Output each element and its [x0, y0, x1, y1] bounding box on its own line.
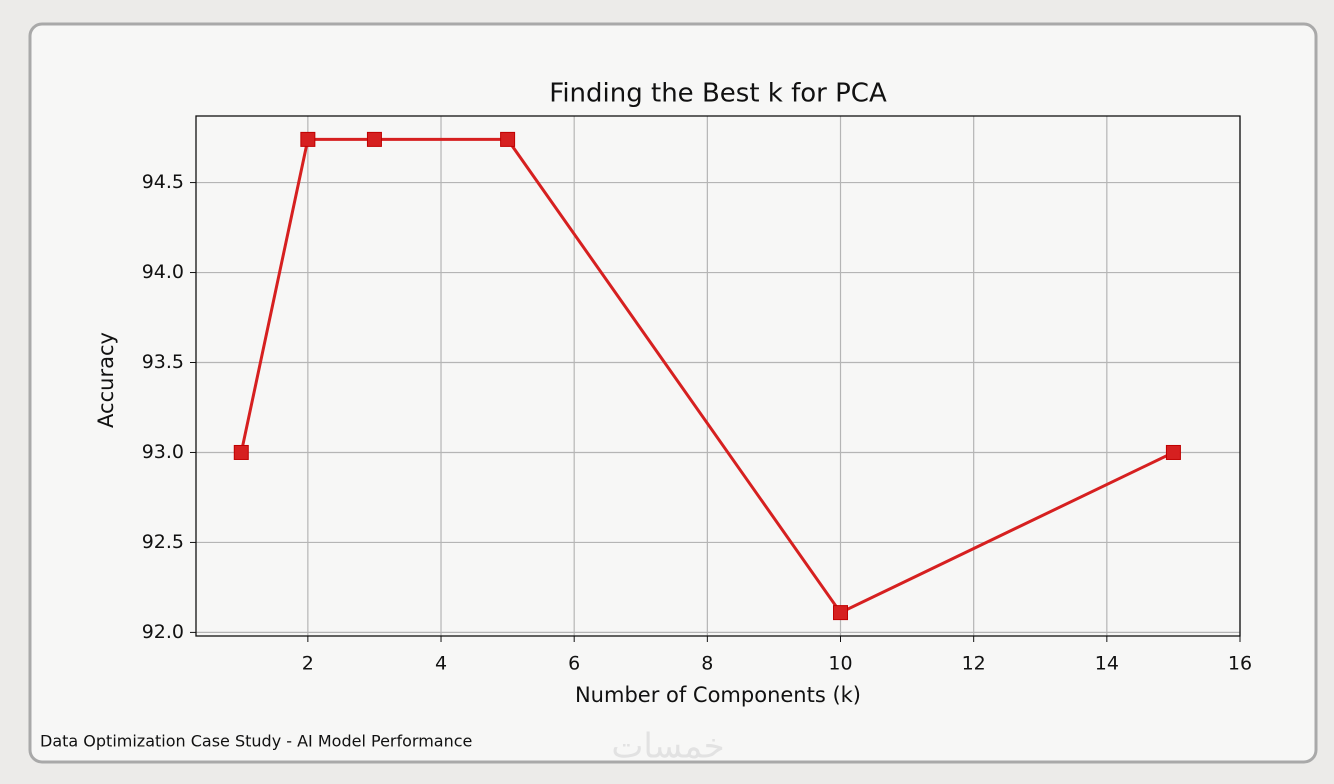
x-tick-label: 4: [435, 653, 447, 675]
x-tick-label: 16: [1228, 653, 1252, 675]
x-tick-label: 14: [1095, 653, 1119, 675]
plot-area: [196, 116, 1240, 636]
marker: [500, 131, 516, 147]
marker: [833, 605, 849, 621]
x-tick-label: 10: [828, 653, 852, 675]
x-tick-label: 12: [962, 653, 986, 675]
plot-frame: [195, 115, 1241, 637]
y-tick-label: 93.0: [142, 441, 184, 463]
y-axis-label: Accuracy: [94, 332, 118, 428]
y-tick-label: 92.0: [142, 621, 184, 643]
footer: Data Optimization Case Study - AI Model …: [40, 732, 472, 751]
chart-title: Finding the Best k for PCA: [549, 79, 887, 109]
y-tick-label: 92.5: [142, 531, 184, 553]
marker: [366, 131, 382, 147]
y-tick-label: 94.5: [142, 171, 184, 193]
marker: [233, 444, 249, 460]
marker: [1165, 444, 1181, 460]
y-tick-label: 93.5: [142, 351, 184, 373]
watermark: خمسات: [611, 727, 724, 767]
x-tick-label: 6: [568, 653, 580, 675]
y-tick-label: 94.0: [142, 261, 184, 283]
marker: [300, 131, 316, 147]
x-tick-label: 8: [701, 653, 713, 675]
grid: [196, 116, 1241, 636]
x-axis-label: Number of Components (k): [575, 683, 861, 707]
x-tick-label: 2: [302, 653, 314, 675]
line: [239, 137, 1175, 615]
